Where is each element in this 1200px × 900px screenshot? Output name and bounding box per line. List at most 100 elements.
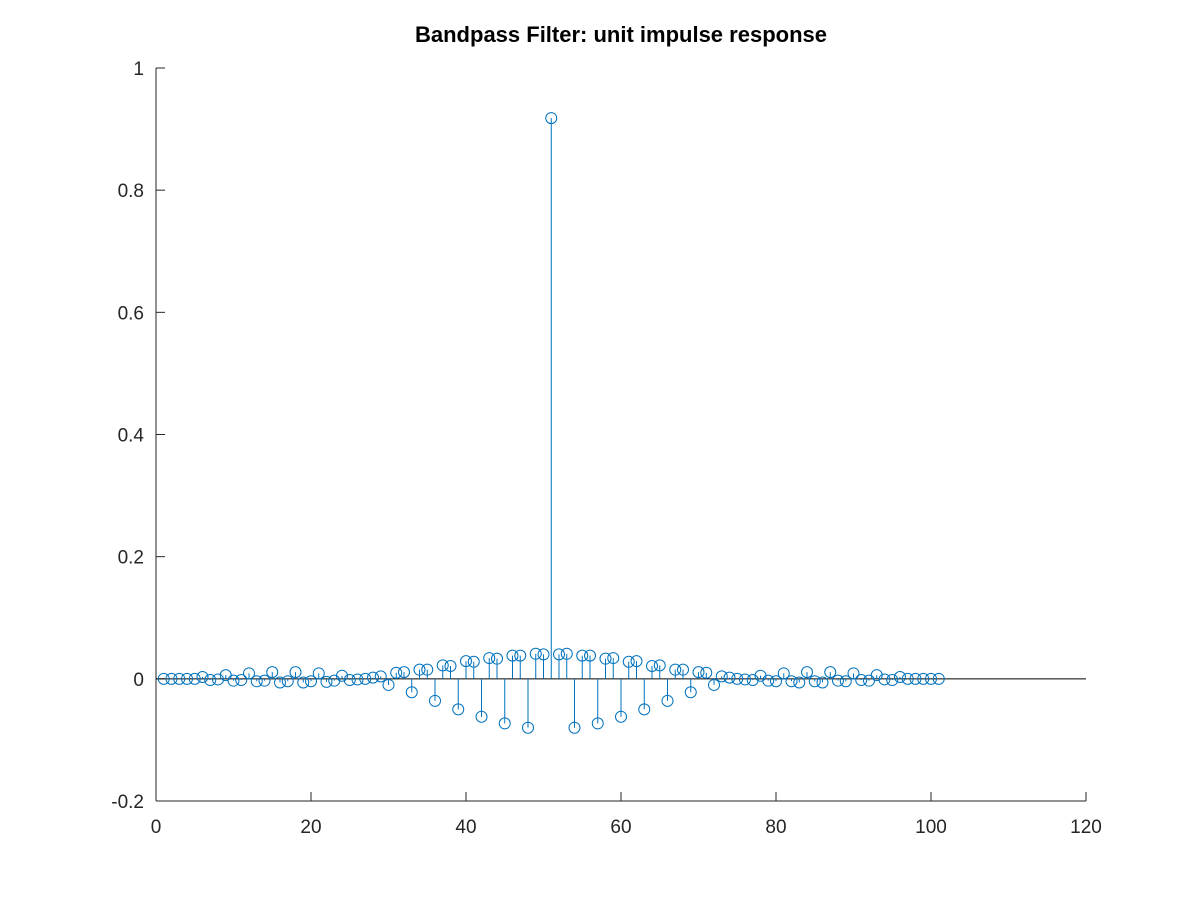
stem-marker — [746, 674, 759, 687]
stem-marker — [289, 666, 302, 679]
stem-marker — [235, 674, 248, 687]
stem-marker — [607, 652, 620, 665]
chart-title: Bandpass Filter: unit impulse response — [415, 22, 827, 47]
stem-marker — [196, 671, 209, 684]
stem-marker — [320, 675, 333, 688]
stem-marker — [692, 666, 705, 679]
stem-marker — [452, 703, 465, 716]
stem-marker — [824, 666, 837, 679]
stem-marker — [266, 666, 279, 679]
stem-marker — [359, 672, 372, 685]
stem-marker — [204, 674, 217, 687]
stem-marker — [847, 667, 860, 680]
stem-marker — [762, 674, 775, 687]
stem-marker — [522, 721, 534, 734]
stem-marker — [305, 675, 317, 688]
stem-marker — [560, 647, 573, 660]
y-tick-label: 0.8 — [118, 181, 144, 202]
stem-marker — [723, 671, 736, 684]
x-tick-label: 80 — [765, 817, 786, 838]
stem-marker — [855, 674, 868, 687]
stem-marker — [467, 655, 480, 668]
stem-marker — [297, 676, 310, 689]
x-tick-label: 60 — [610, 817, 631, 838]
stem-marker — [243, 667, 255, 680]
stem-marker — [684, 686, 697, 699]
stem-marker — [398, 666, 410, 679]
stem-marker — [281, 675, 294, 688]
stem-marker — [677, 663, 689, 676]
x-tick-label: 40 — [455, 817, 476, 838]
stem-marker — [739, 673, 751, 686]
x-tick-label: 120 — [1070, 817, 1102, 838]
stem-marker — [165, 672, 178, 685]
stem-marker — [421, 663, 434, 676]
stem-marker — [925, 672, 937, 685]
stem-marker — [870, 669, 883, 682]
stem-marker — [390, 666, 403, 679]
stem-marker — [785, 675, 798, 688]
stem-marker — [622, 655, 635, 668]
stem-marker — [932, 672, 945, 685]
stem-marker — [878, 673, 891, 686]
y-tick-label: 1 — [133, 59, 144, 80]
stem-marker — [475, 710, 488, 723]
plot-axes: 0 20 40 60 80 100 120 -0.2 0 0.2 0.4 0.6 0.8 1 — [111, 59, 1102, 838]
stem-marker — [808, 675, 821, 688]
stem-marker — [901, 672, 914, 685]
stem-marker — [653, 659, 666, 672]
stem-marker — [801, 666, 813, 679]
stem-marker — [832, 674, 844, 687]
stem-marker — [770, 675, 782, 688]
stem-marker — [545, 112, 558, 125]
y-tick-label: 0.4 — [118, 426, 145, 447]
stem-marker — [615, 710, 627, 723]
stem-marker — [917, 672, 930, 685]
stem-marker — [258, 674, 271, 687]
stem-marker — [436, 659, 449, 672]
stem-marker — [630, 655, 643, 668]
stem-marker — [816, 676, 829, 689]
stem-marker — [700, 666, 713, 679]
stem-marker — [274, 676, 286, 689]
stem-marker — [173, 672, 186, 685]
stem-marker — [367, 671, 379, 684]
stem-marker — [405, 686, 418, 699]
stem-marker — [839, 675, 852, 688]
y-tick-label: 0.2 — [118, 548, 144, 569]
stem-marker — [227, 674, 240, 687]
stem-marker — [506, 649, 519, 662]
y-tick-label: 0 — [133, 670, 144, 691]
y-tick-label: -0.2 — [111, 792, 144, 813]
stem-marker — [537, 648, 550, 661]
stem-marker — [444, 660, 457, 673]
stem-marker — [909, 672, 922, 685]
stem-marker — [188, 672, 201, 685]
stem-marker — [638, 703, 651, 716]
stem-marker — [661, 694, 674, 707]
stem-marker — [793, 676, 806, 689]
stem-marker — [181, 672, 193, 685]
stem-marker — [568, 721, 581, 734]
x-tick-label: 100 — [915, 817, 947, 838]
y-tick-label: 0.6 — [118, 303, 144, 324]
stem-marker — [374, 670, 387, 683]
stem-marker — [715, 670, 728, 683]
stem-series — [157, 112, 945, 734]
stem-marker — [669, 663, 682, 676]
stem-marker — [708, 678, 720, 691]
stem-marker — [777, 667, 790, 680]
stem-marker — [498, 717, 511, 730]
stem-marker — [599, 652, 612, 665]
stem-marker — [483, 652, 496, 665]
stem-marker — [584, 649, 596, 662]
stem-marker — [886, 674, 899, 687]
stem-marker — [576, 649, 589, 662]
stem-marker — [514, 649, 527, 662]
stem-marker — [351, 673, 364, 686]
stem-marker — [413, 663, 426, 676]
stem-marker — [382, 678, 395, 691]
x-tick-label: 20 — [300, 817, 321, 838]
stem-marker — [591, 717, 604, 730]
